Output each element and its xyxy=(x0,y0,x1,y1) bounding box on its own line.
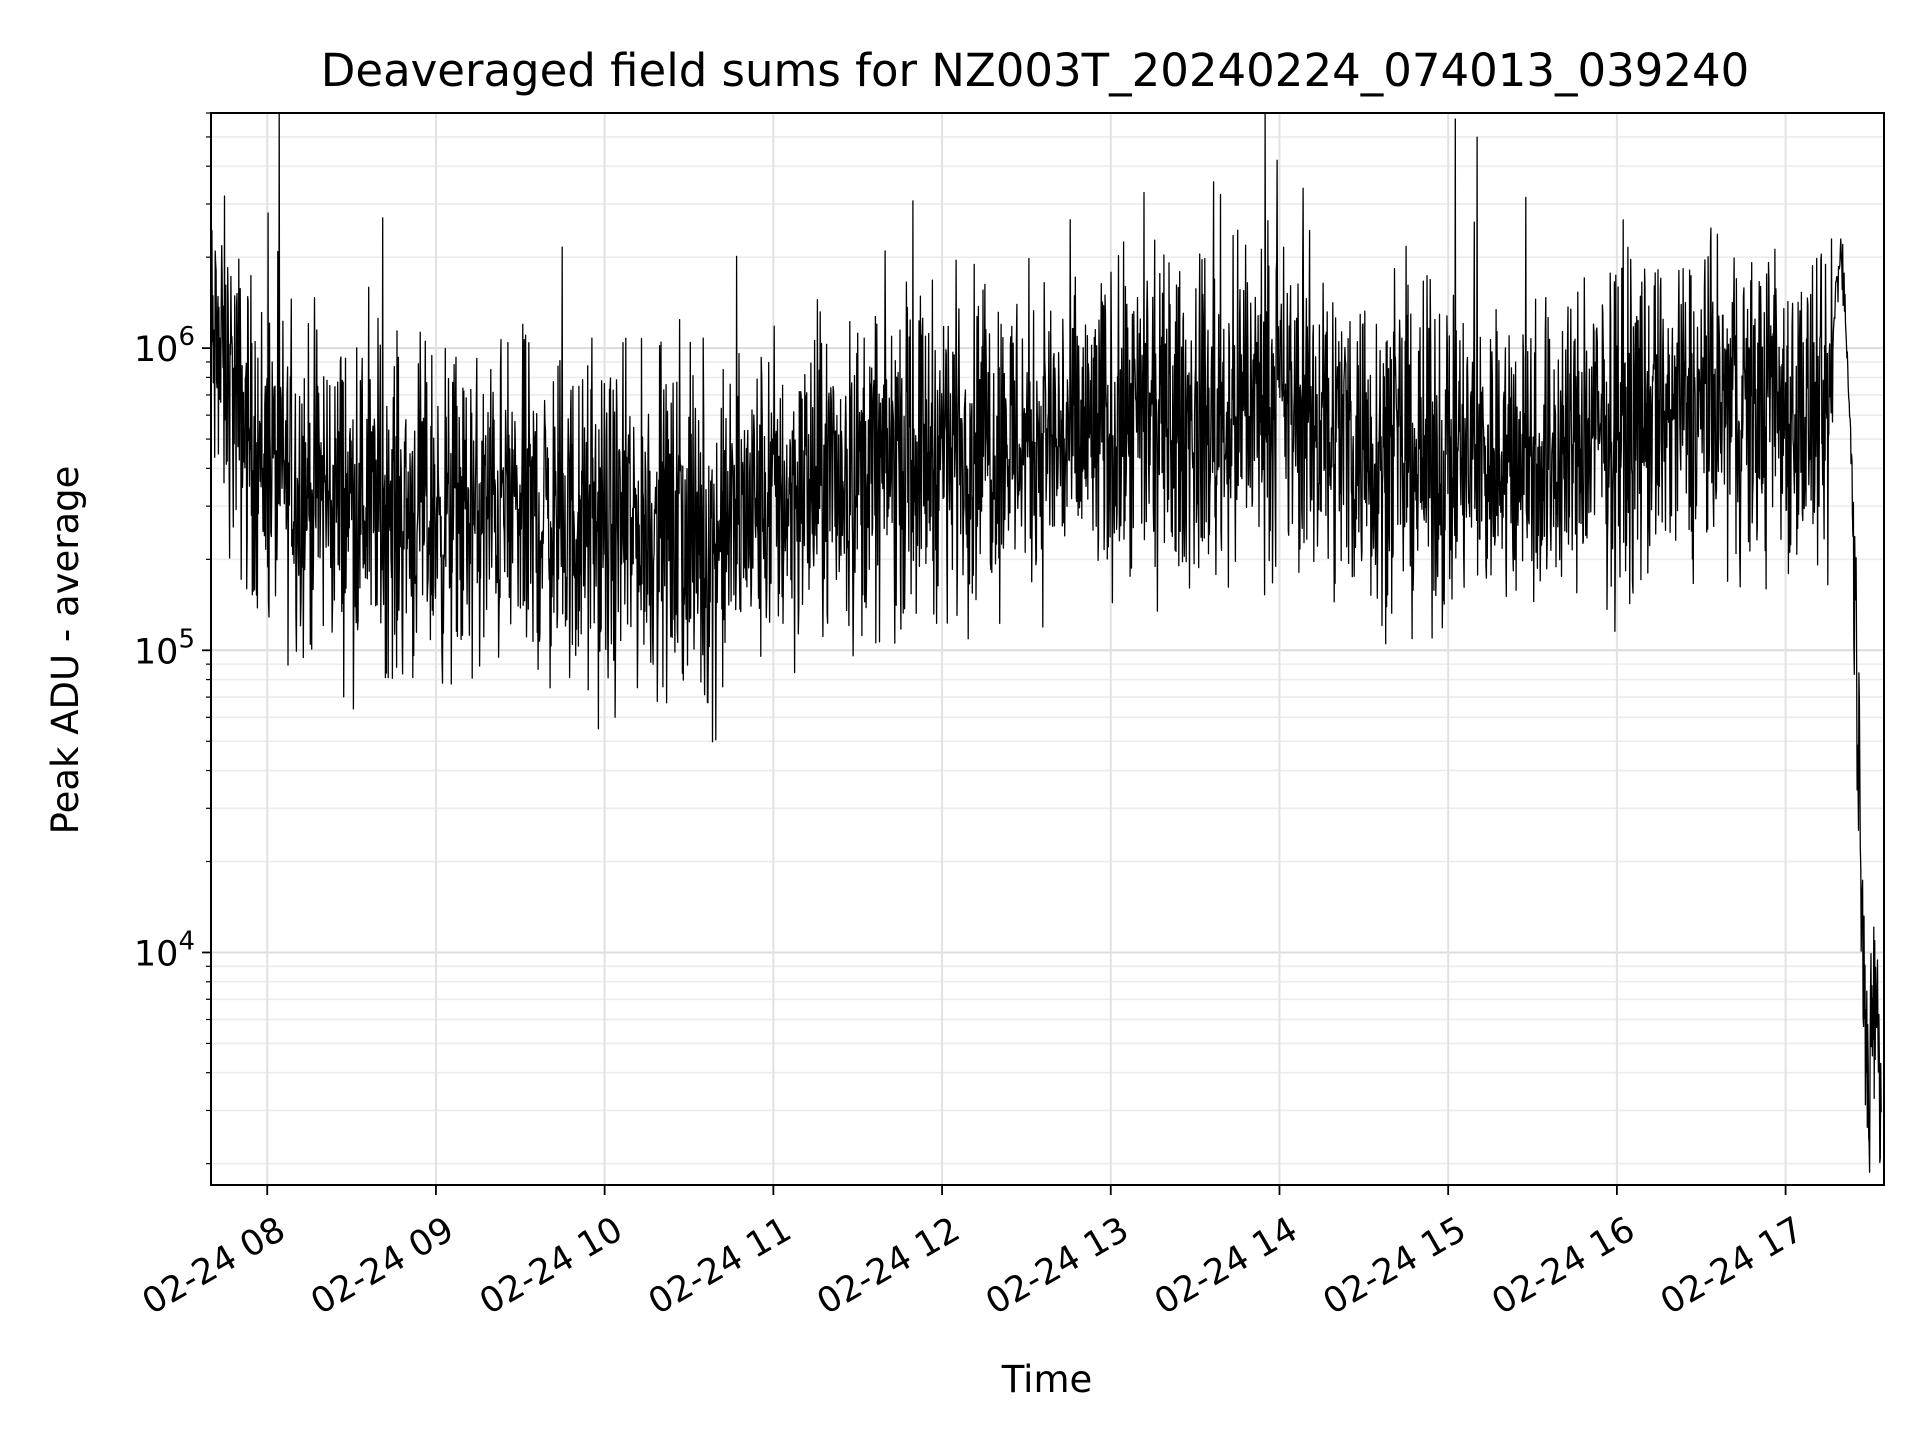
y-tick-exponent: 4 xyxy=(178,926,195,956)
x-tick-label: 02-24 14 xyxy=(1148,1210,1304,1323)
x-tick-label: 02-24 13 xyxy=(979,1210,1135,1323)
x-tick-label: 02-24 09 xyxy=(305,1210,461,1323)
x-tick-label: 02-24 11 xyxy=(642,1210,798,1323)
x-tick-label: 02-24 15 xyxy=(1317,1210,1473,1323)
x-tick-label: 02-24 08 xyxy=(136,1210,292,1323)
y-tick-label: 104 xyxy=(134,926,195,974)
y-tick-label: 106 xyxy=(134,322,195,370)
x-tick-label: 02-24 17 xyxy=(1654,1210,1810,1323)
x-axis: 02-24 08 02-24 09 02-24 10 02-24 11 02-24 12… xyxy=(136,1185,1810,1323)
y-tick-base: 10 xyxy=(134,934,179,974)
x-axis-label: Time xyxy=(1001,1358,1093,1401)
x-tick-label: 02-24 16 xyxy=(1485,1210,1641,1323)
x-tick-label: 02-24 10 xyxy=(473,1210,629,1323)
data-series xyxy=(210,112,1882,1173)
y-axis-label: Peak ADU - average xyxy=(44,466,87,835)
y-tick-base: 10 xyxy=(134,330,179,370)
y-tick-base: 10 xyxy=(134,632,179,672)
y-tick-exponent: 6 xyxy=(178,322,195,352)
grid xyxy=(211,112,1884,1185)
chart-title: Deaveraged field sums for NZ003T_2024022… xyxy=(321,44,1750,97)
y-tick-exponent: 5 xyxy=(178,624,195,654)
plot-frame xyxy=(210,112,1885,1186)
series-line xyxy=(210,112,1882,1173)
x-tick-label: 02-24 12 xyxy=(811,1210,967,1323)
y-tick-label: 105 xyxy=(134,624,195,672)
